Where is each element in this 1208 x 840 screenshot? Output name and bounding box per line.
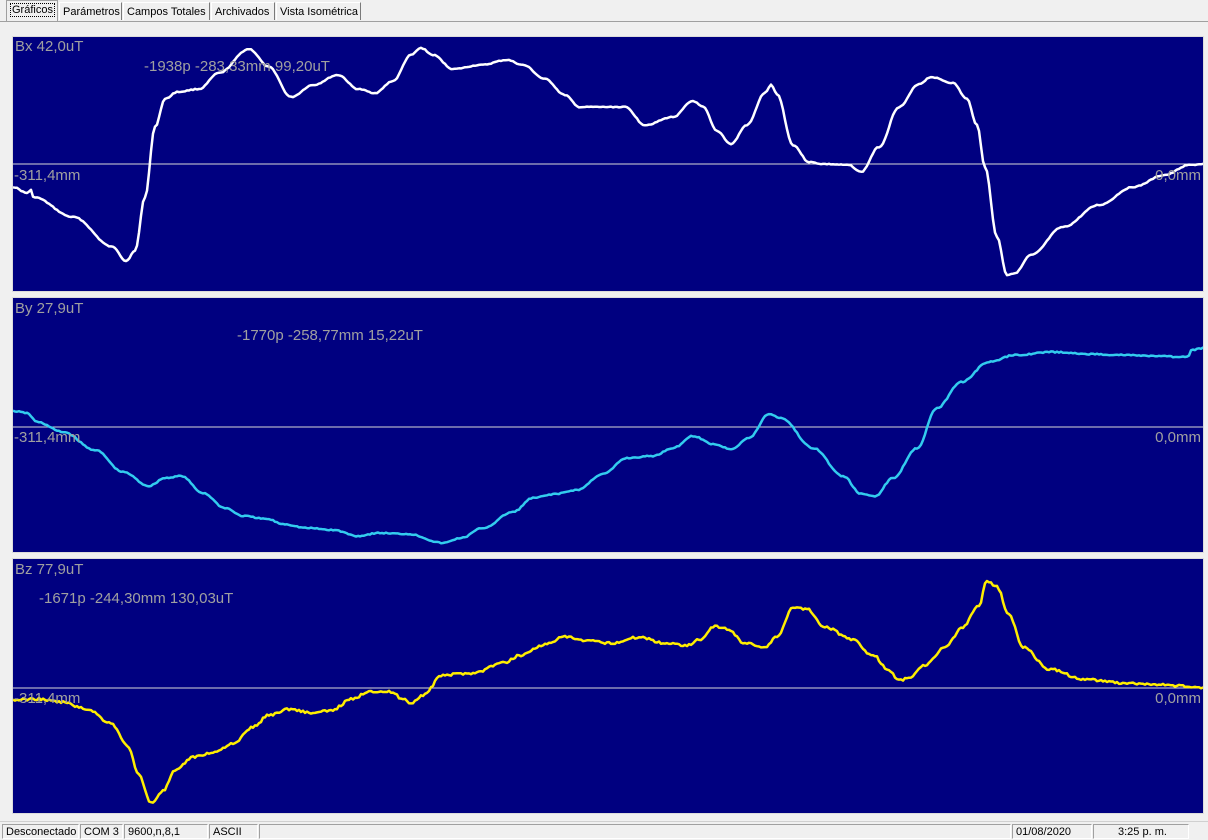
bx-graph-panel[interactable]: Bx 42,0uT -1938p -283,33mm 99,20uT -311,…	[12, 36, 1204, 292]
by-title: By 27,9uT	[15, 300, 84, 317]
bx-curve	[13, 46, 1203, 277]
tab-bar: Gráficos Parámetros Campos Totales Archi…	[0, 0, 1208, 22]
bz-title: Bz 77,9uT	[15, 561, 84, 578]
bz-curve	[13, 579, 1203, 804]
bz-left-axis-label: -311,4mm	[14, 690, 81, 707]
by-curve	[13, 346, 1203, 545]
status-serial-settings: 9600,n,8,1	[124, 824, 208, 839]
tab-graficos[interactable]: Gráficos	[6, 0, 58, 21]
bx-graph	[13, 46, 1203, 277]
status-date: 01/08/2020	[1012, 824, 1092, 839]
status-mode: ASCII	[209, 824, 258, 839]
bz-cursor-readout: -1671p -244,30mm 130,03uT	[39, 590, 234, 607]
tab-vista-isometrica[interactable]: Vista Isométrica	[276, 2, 361, 20]
tab-archivados[interactable]: Archivados	[211, 2, 275, 20]
bx-left-axis-label: -311,4mm	[14, 167, 81, 184]
tab-parametros[interactable]: Parámetros	[59, 2, 122, 20]
status-port: COM 3	[80, 824, 123, 839]
by-cursor-readout: -1770p -258,77mm 15,22uT	[237, 327, 423, 344]
status-spacer	[259, 824, 1011, 839]
status-bar: Desconectado COM 3 9600,n,8,1 ASCII 01/0…	[0, 821, 1208, 840]
bz-graph-panel[interactable]: Bz 77,9uT -1671p -244,30mm 130,03uT -311…	[12, 558, 1204, 814]
bx-title: Bx 42,0uT	[15, 38, 84, 55]
bz-graph	[13, 579, 1203, 804]
bx-right-axis-label: 0,0mm	[1155, 167, 1201, 184]
by-graph	[13, 346, 1203, 545]
status-time: 3:25 p. m.	[1093, 824, 1189, 839]
bx-cursor-readout: -1938p -283,33mm 99,20uT	[144, 58, 330, 75]
tab-campos-totales[interactable]: Campos Totales	[123, 2, 210, 20]
by-right-axis-label: 0,0mm	[1155, 429, 1201, 446]
by-left-axis-label: -311,4mm	[14, 429, 81, 446]
tab-divider	[0, 21, 1208, 22]
by-graph-panel[interactable]: By 27,9uT -1770p -258,77mm 15,22uT -311,…	[12, 297, 1204, 553]
bz-right-axis-label: 0,0mm	[1155, 690, 1201, 707]
status-connection: Desconectado	[2, 824, 79, 839]
